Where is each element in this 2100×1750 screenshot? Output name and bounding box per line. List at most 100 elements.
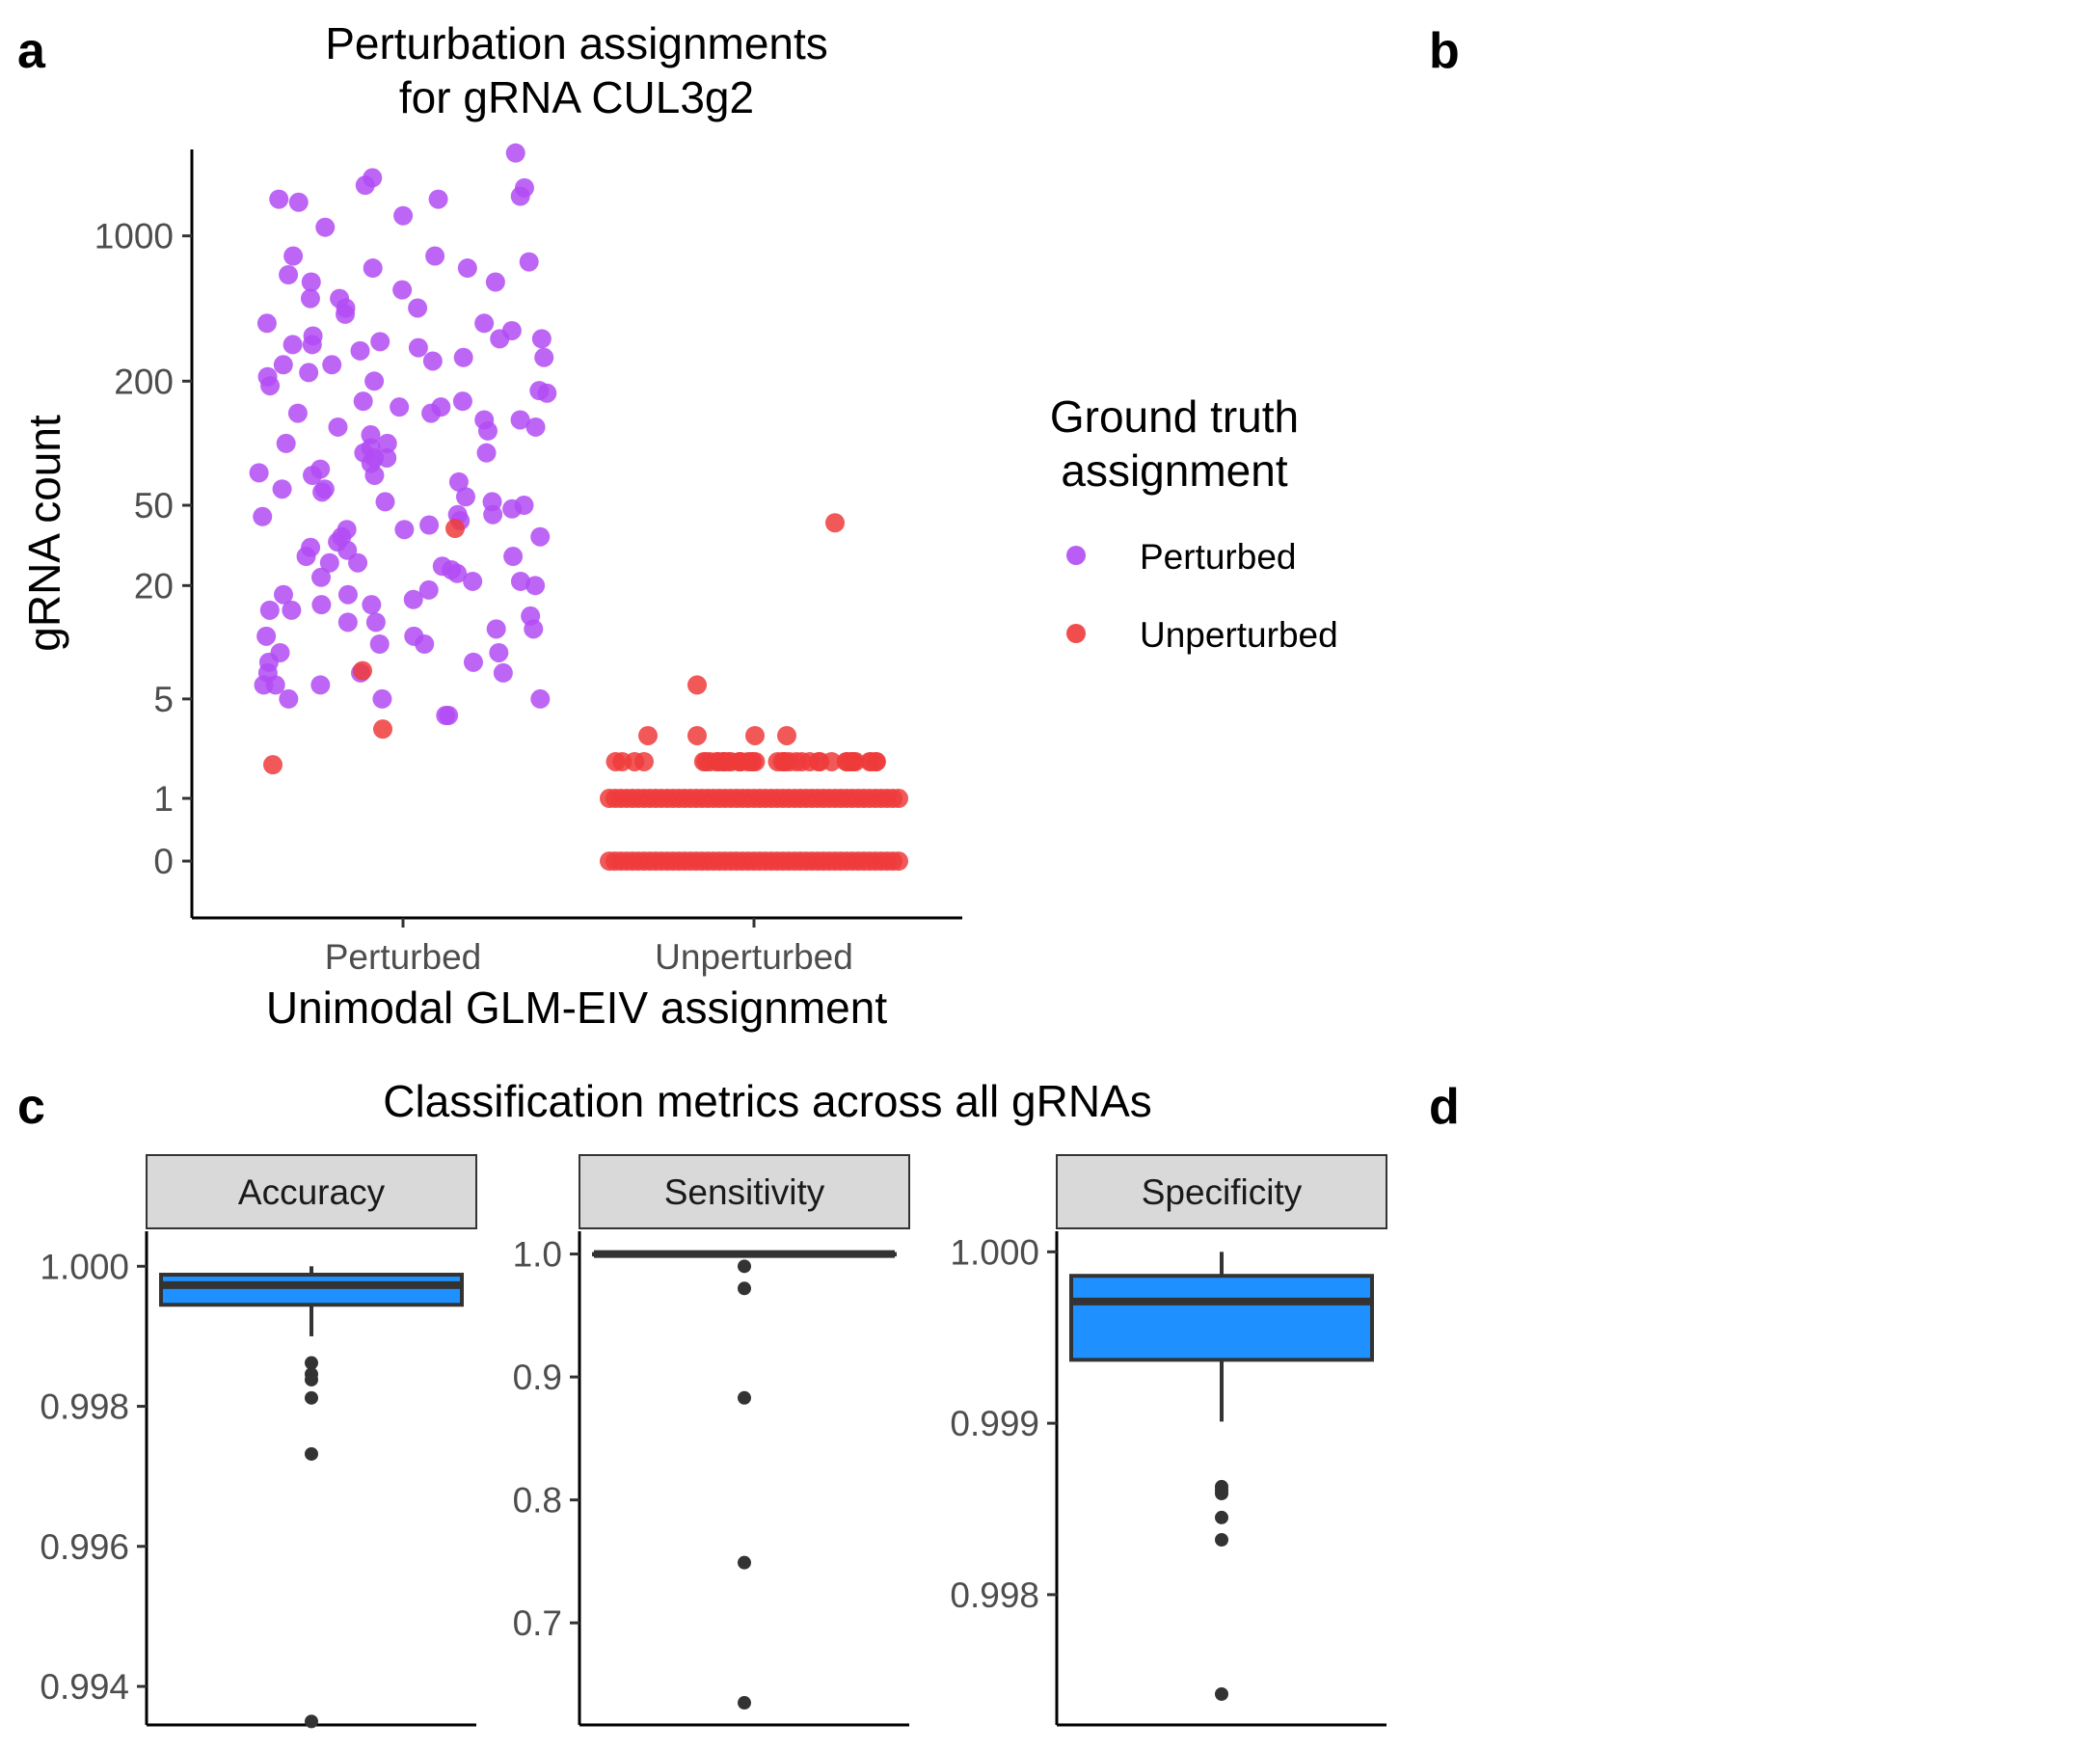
scatter-point-unperturbed — [633, 751, 654, 771]
scatter-point-perturbed — [279, 688, 299, 709]
facet-strip — [146, 1154, 477, 1229]
facet-strip-label: Specificity — [1142, 1172, 1303, 1212]
scatter-point-perturbed — [502, 498, 523, 519]
scatter-point-perturbed — [510, 410, 530, 430]
scatter-point-perturbed — [375, 492, 395, 512]
box-outlier — [1215, 1533, 1228, 1547]
legend-label-unperturbed: Unperturbed — [1140, 615, 1338, 655]
scatter-point-perturbed — [534, 347, 554, 367]
panel-c-boxplots: Classification metrics across all gRNAs … — [40, 1076, 1387, 1729]
scatter-point-unperturbed — [445, 519, 465, 539]
scatter-point-unperturbed — [745, 751, 766, 771]
scatter-point-perturbed — [287, 403, 308, 423]
scatter-point-perturbed — [348, 552, 368, 573]
legend-key-unperturbed — [1066, 624, 1086, 643]
scatter-point-perturbed — [288, 192, 309, 212]
scatter-point-perturbed — [282, 600, 302, 620]
scatter-title-line-2: for gRNA CUL3g2 — [399, 72, 754, 122]
scatter-point-unperturbed — [353, 660, 372, 681]
facet-strip-label: Sensitivity — [664, 1172, 825, 1212]
scatter-point-perturbed — [311, 595, 332, 615]
scatter-point-perturbed — [530, 688, 551, 709]
scatter-point-perturbed — [436, 706, 456, 726]
scatter-point-perturbed — [463, 571, 483, 591]
scatter-point-perturbed — [272, 479, 292, 499]
scatter-point-perturbed — [257, 366, 278, 387]
scatter-point-perturbed — [283, 246, 304, 266]
boxplot-title: Classification metrics across all gRNAs — [383, 1076, 1152, 1126]
scatter-point-perturbed — [519, 252, 539, 272]
scatter-point-perturbed — [428, 189, 448, 209]
scatter-point-perturbed — [253, 506, 273, 526]
scatter-title-line-1: Perturbation assignments — [325, 18, 828, 68]
scatter-point-unperturbed — [792, 751, 812, 771]
scatter-points — [249, 143, 908, 872]
scatter-point-perturbed — [510, 571, 530, 591]
scatter-point-perturbed — [483, 504, 503, 525]
facet-y-tick-label: 0.998 — [950, 1575, 1039, 1615]
scatter-point-perturbed — [390, 397, 410, 417]
scatter-point-unperturbed — [836, 751, 856, 771]
scatter-point-perturbed — [415, 634, 435, 655]
scatter-point-perturbed — [365, 612, 386, 633]
legend-title-line-2: assignment — [1061, 445, 1287, 496]
scatter-point-perturbed — [254, 675, 274, 695]
legend-title-line-1: Ground truth — [1050, 391, 1299, 442]
scatter-point-perturbed — [310, 675, 331, 695]
scatter-point-unperturbed — [721, 751, 741, 771]
scatter-point-perturbed — [403, 589, 423, 609]
scatter-point-perturbed — [463, 652, 483, 672]
box-outlier — [305, 1390, 318, 1405]
scatter-point-perturbed — [319, 552, 339, 573]
scatter-y-ticks: 0 1 5 20 50 200 1000 — [94, 217, 192, 881]
scatter-point-perturbed — [525, 417, 546, 437]
facet-y-tick-label: 1.000 — [950, 1232, 1039, 1272]
legend-key-perturbed — [1066, 546, 1086, 565]
scatter-point-perturbed — [353, 391, 373, 412]
facet-y-tick-label: 0.994 — [40, 1667, 129, 1707]
scatter-legend: Ground truth assignment Perturbed Unpert… — [1050, 391, 1338, 655]
scatter-point-perturbed — [259, 600, 280, 620]
scatter-point-perturbed — [301, 272, 321, 292]
scatter-point-perturbed — [355, 175, 375, 196]
scatter-point-unperturbed — [825, 513, 845, 533]
scatter-point-perturbed — [302, 335, 322, 355]
scatter-point-perturbed — [249, 463, 269, 483]
scatter-point-perturbed — [314, 479, 335, 499]
scatter-point-perturbed — [269, 189, 289, 209]
scatter-point-unperturbed — [889, 789, 908, 809]
scatter-point-perturbed — [311, 567, 332, 587]
scatter-point-perturbed — [531, 329, 552, 349]
box-iqr — [159, 1273, 464, 1307]
scatter-point-perturbed — [493, 662, 513, 683]
scatter-point-perturbed — [322, 355, 342, 375]
scatter-point-perturbed — [350, 340, 370, 361]
scatter-point-perturbed — [372, 688, 392, 709]
scatter-x-axis-label: Unimodal GLM-EIV assignment — [266, 983, 887, 1033]
scatter-point-perturbed — [457, 258, 477, 279]
scatter-point-perturbed — [315, 217, 336, 237]
scatter-point-unperturbed — [774, 751, 794, 771]
box-outlier — [305, 1356, 318, 1370]
scatter-point-perturbed — [363, 258, 383, 279]
scatter-point-perturbed — [442, 559, 462, 579]
box-outlier — [738, 1390, 751, 1405]
panel-letter-c: c — [17, 1079, 45, 1135]
facet-strip — [579, 1154, 910, 1229]
scatter-point-perturbed — [529, 381, 550, 401]
scatter-point-unperturbed — [866, 751, 886, 771]
facet-y-tick-label: 1.0 — [513, 1235, 562, 1275]
scatter-point-unperturbed — [808, 751, 828, 771]
scatter-point-unperturbed — [889, 851, 908, 872]
box-outlier — [1215, 1510, 1228, 1524]
scatter-point-perturbed — [337, 612, 358, 633]
scatter-y-tick-label: 20 — [134, 566, 174, 606]
scatter-point-perturbed — [393, 205, 414, 226]
facet-specificity: Specificity 0.998 0.999 1.000 — [950, 1154, 1387, 1727]
scatter-point-perturbed — [408, 298, 428, 318]
box-outlier — [738, 1696, 751, 1710]
box-outlier — [305, 1372, 318, 1387]
scatter-point-perturbed — [332, 526, 352, 547]
scatter-point-perturbed — [377, 447, 397, 468]
panel-a-scatter: Perturbation assignments for gRNA CUL3g2… — [19, 18, 1338, 1033]
